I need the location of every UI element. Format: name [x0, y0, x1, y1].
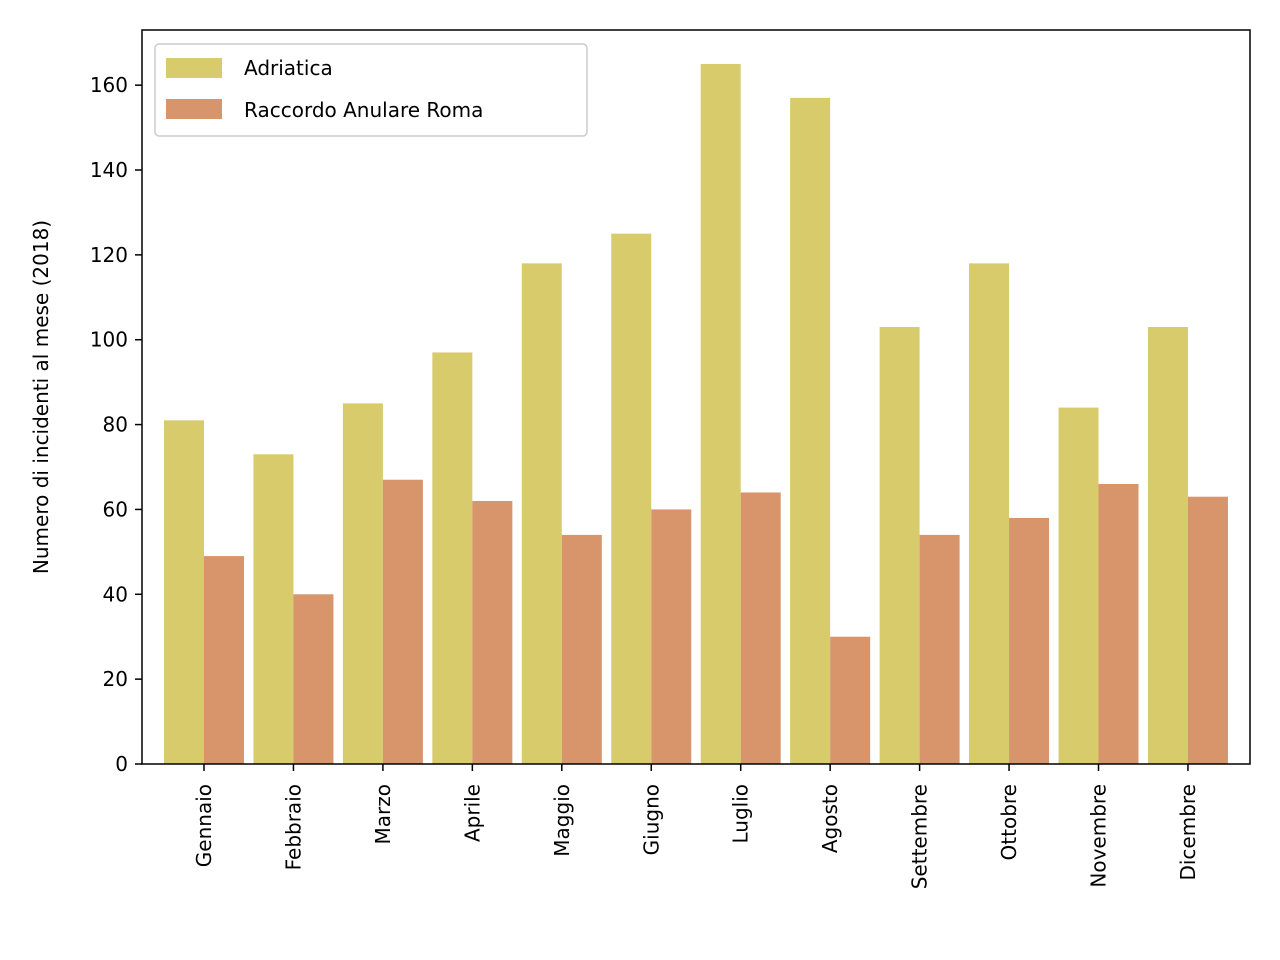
bar-adriatica-marzo — [342, 403, 383, 764]
bar-adriatica-settembre — [879, 326, 920, 764]
legend: Adriatica Raccordo Anulare Roma — [154, 43, 588, 137]
bar-adriatica-ottobre — [969, 263, 1010, 764]
bar-raccordo-anulare-roma-marzo — [382, 479, 423, 764]
y-axis: 0 20 40 60 80 100 120 140 160 — [90, 73, 142, 776]
bar-raccordo-anulare-roma-settembre — [919, 534, 960, 764]
x-tick-label-marzo: Marzo — [371, 784, 395, 844]
bar-raccordo-anulare-roma-agosto — [830, 636, 871, 764]
bar-raccordo-anulare-roma-febbraio — [293, 594, 334, 764]
x-tick-label-luglio: Luglio — [729, 784, 753, 844]
bar-raccordo-anulare-roma-luglio — [740, 492, 781, 764]
bar-raccordo-anulare-roma-gennaio — [204, 556, 244, 764]
legend-swatch-raccordo — [166, 99, 222, 119]
y-tick-label: 40 — [103, 582, 128, 606]
bar-raccordo-anulare-roma-ottobre — [1009, 517, 1050, 764]
legend-box — [154, 43, 588, 137]
x-tick-label-febbraio: Febbraio — [281, 784, 305, 870]
bar-adriatica-luglio — [700, 63, 741, 764]
y-tick-label: 160 — [90, 73, 128, 97]
bar-raccordo-anulare-roma-dicembre — [1187, 496, 1228, 764]
y-tick-label: 20 — [103, 667, 128, 691]
legend-swatch-adriatica — [166, 58, 222, 78]
bar-adriatica-febbraio — [253, 454, 294, 764]
bars-layer — [164, 63, 1228, 764]
x-tick-label-agosto: Agosto — [818, 784, 842, 853]
bar-adriatica-novembre — [1058, 407, 1099, 764]
bar-raccordo-anulare-roma-novembre — [1098, 483, 1139, 764]
y-axis-label: Numero di incidenti al mese (2018) — [29, 220, 53, 574]
y-tick-label: 120 — [90, 243, 128, 267]
bar-adriatica-giugno — [611, 233, 652, 764]
bar-adriatica-agosto — [790, 97, 831, 764]
bar-adriatica-aprile — [432, 352, 473, 764]
x-tick-label-dicembre: Dicembre — [1176, 784, 1200, 881]
y-tick-label: 100 — [90, 328, 128, 352]
bar-adriatica-maggio — [521, 263, 562, 764]
x-tick-label-settembre: Settembre — [908, 784, 932, 889]
legend-label-adriatica: Adriatica — [244, 56, 333, 80]
plot-area-frame — [141, 29, 1251, 765]
bar-adriatica-dicembre — [1147, 326, 1188, 764]
x-axis: Gennaio Febbraio Marzo Aprile Maggio Giugno Lu… — [192, 764, 1200, 889]
y-tick-label: 60 — [103, 497, 128, 521]
bar-raccordo-anulare-roma-giugno — [651, 509, 692, 764]
y-tick-label: 140 — [90, 158, 128, 182]
x-tick-label-novembre: Novembre — [1087, 784, 1111, 888]
bar-raccordo-anulare-roma-aprile — [472, 500, 513, 764]
legend-label-raccordo: Raccordo Anulare Roma — [244, 98, 483, 122]
bar-adriatica-gennaio — [164, 420, 204, 764]
bar-raccordo-anulare-roma-maggio — [561, 534, 602, 764]
x-tick-label-ottobre: Ottobre — [997, 784, 1021, 860]
y-tick-label: 0 — [115, 752, 128, 776]
x-tick-label-gennaio: Gennaio — [192, 784, 216, 867]
x-tick-label-maggio: Maggio — [550, 784, 574, 857]
x-tick-label-aprile: Aprile — [460, 784, 484, 842]
y-tick-label: 80 — [103, 413, 128, 437]
x-tick-label-giugno: Giugno — [639, 784, 663, 855]
